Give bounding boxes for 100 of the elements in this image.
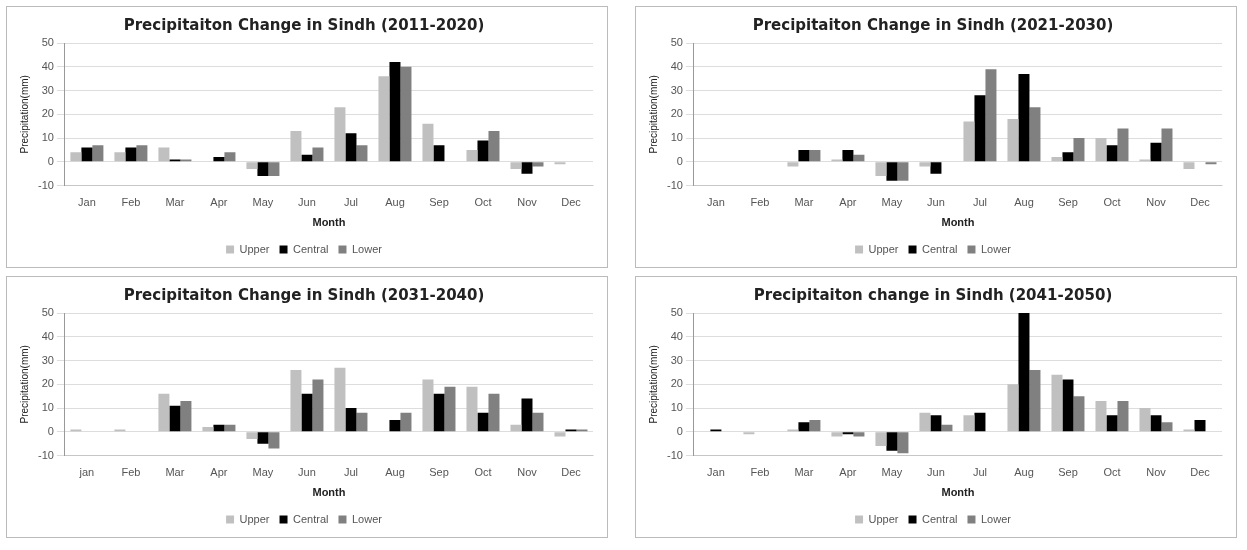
bar xyxy=(224,424,236,432)
bar xyxy=(1018,73,1030,162)
bar xyxy=(1073,138,1085,162)
y-tick-label: 10 xyxy=(670,131,683,144)
x-tick-label: Feb xyxy=(750,196,770,209)
bar xyxy=(92,145,104,162)
legend-label: Central xyxy=(922,242,958,255)
y-tick-label: 0 xyxy=(676,424,683,437)
bar xyxy=(1150,415,1162,432)
bar xyxy=(1062,152,1074,162)
bar xyxy=(400,412,412,432)
bar xyxy=(1183,162,1195,169)
bar xyxy=(213,157,225,162)
bar xyxy=(919,162,931,167)
x-tick-label: Apr xyxy=(210,466,228,479)
bar xyxy=(809,419,821,432)
x-tick-label: May xyxy=(252,196,274,209)
y-tick-label: 50 xyxy=(41,306,54,319)
y-tick-label: 30 xyxy=(41,353,54,366)
x-axis-title: Month xyxy=(941,486,975,499)
bar xyxy=(158,393,170,432)
bar xyxy=(422,123,434,162)
bar xyxy=(974,95,986,162)
x-tick-label: Jul xyxy=(343,466,358,479)
bar xyxy=(521,162,533,174)
x-tick-label: Sep xyxy=(1058,196,1078,209)
x-tick-label: Apr xyxy=(839,466,857,479)
x-axis-title: Month xyxy=(312,486,346,499)
bar xyxy=(831,432,843,437)
bar xyxy=(1095,138,1107,162)
bar xyxy=(180,400,192,432)
bar xyxy=(356,412,368,432)
x-tick-label: Nov xyxy=(1146,466,1167,479)
bar xyxy=(136,145,148,162)
bar xyxy=(224,152,236,162)
y-tick-label: 0 xyxy=(676,154,683,167)
bar xyxy=(974,412,986,432)
bar xyxy=(488,130,500,162)
x-tick-label: May xyxy=(881,196,903,209)
x-tick-label: Jul xyxy=(972,466,987,479)
x-tick-label: May xyxy=(252,466,274,479)
x-tick-label: Jul xyxy=(972,196,987,209)
bar xyxy=(433,393,445,432)
x-tick-label: Jun xyxy=(927,196,945,209)
bar xyxy=(897,162,909,181)
bar xyxy=(477,140,489,162)
x-tick-label: Jun xyxy=(298,196,316,209)
bar xyxy=(158,147,170,162)
x-tick-label: Oct xyxy=(1103,466,1121,479)
bar xyxy=(378,76,390,162)
y-tick-label: 40 xyxy=(41,59,54,72)
y-tick-label: 0 xyxy=(47,154,54,167)
x-tick-label: Jul xyxy=(343,196,358,209)
y-tick-label: 50 xyxy=(670,306,683,319)
bar xyxy=(422,379,434,432)
bar xyxy=(466,386,478,432)
y-tick-label: 30 xyxy=(41,83,54,96)
bar xyxy=(400,66,412,162)
x-tick-label: Apr xyxy=(839,196,857,209)
x-tick-label: Sep xyxy=(429,196,449,209)
x-tick-label: Jan xyxy=(707,196,725,209)
bar xyxy=(897,432,909,454)
bar xyxy=(1051,157,1063,162)
bar xyxy=(202,427,214,432)
bar xyxy=(930,162,942,174)
bar xyxy=(875,432,887,447)
x-tick-label: Oct xyxy=(474,466,492,479)
legend-label: Lower xyxy=(351,242,383,255)
bar xyxy=(532,412,544,432)
x-tick-label: Dec xyxy=(561,196,582,209)
bar xyxy=(1095,400,1107,432)
bar xyxy=(81,147,93,162)
x-tick-label: jan xyxy=(78,466,95,479)
y-axis-title: Precipitation(mm) xyxy=(18,345,30,424)
x-tick-label: Mar xyxy=(165,196,185,209)
bar xyxy=(842,149,854,162)
legend-label: Upper xyxy=(868,242,899,255)
bar xyxy=(1161,128,1173,162)
y-axis-title: Precipitation(mm) xyxy=(647,75,659,154)
bar xyxy=(114,152,126,162)
bar xyxy=(1051,374,1063,432)
bar xyxy=(334,367,346,432)
bar xyxy=(1106,415,1118,432)
x-tick-label: Apr xyxy=(210,196,228,209)
chart-title: Precipitaiton Change in Sindh (2021-2030) xyxy=(752,15,1114,34)
x-tick-label: Jun xyxy=(927,466,945,479)
legend-label: Central xyxy=(293,242,329,255)
legend-label: Upper xyxy=(868,512,899,525)
bar xyxy=(1106,145,1118,162)
bar xyxy=(853,154,865,162)
y-tick-label: 20 xyxy=(41,107,54,120)
x-axis-title: Month xyxy=(941,216,975,229)
bar xyxy=(963,121,975,162)
bar xyxy=(798,422,810,432)
bar xyxy=(1073,396,1085,432)
y-tick-label: 40 xyxy=(670,329,683,342)
x-tick-label: Aug xyxy=(385,196,405,209)
bar xyxy=(477,412,489,432)
legend-label: Central xyxy=(922,512,958,525)
x-tick-label: Dec xyxy=(561,466,582,479)
